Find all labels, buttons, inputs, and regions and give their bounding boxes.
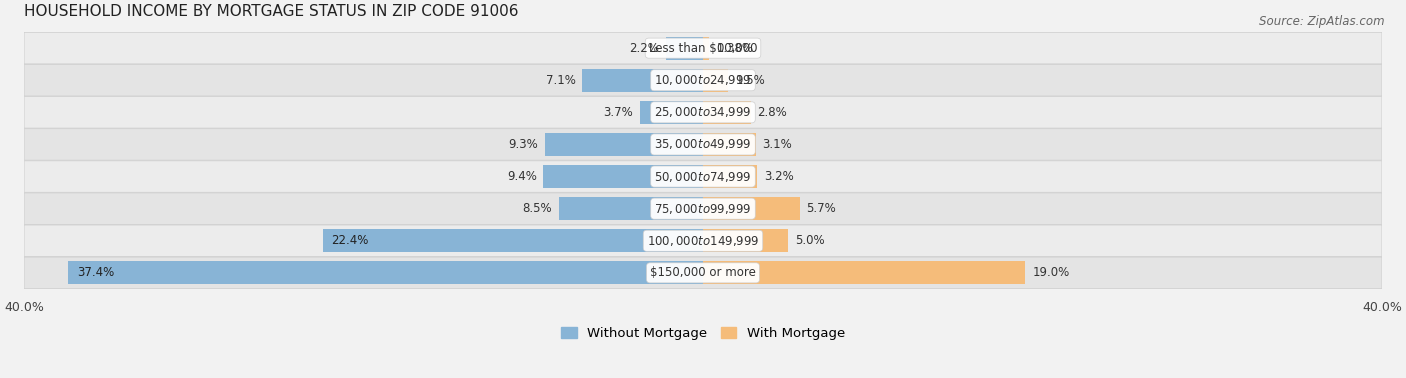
FancyBboxPatch shape (24, 65, 1382, 96)
Bar (703, 197, 800, 220)
Text: $50,000 to $74,999: $50,000 to $74,999 (654, 170, 752, 184)
Bar (323, 229, 703, 252)
Text: HOUSEHOLD INCOME BY MORTGAGE STATUS IN ZIP CODE 91006: HOUSEHOLD INCOME BY MORTGAGE STATUS IN Z… (24, 4, 519, 19)
Text: 3.7%: 3.7% (603, 106, 634, 119)
Bar (703, 69, 728, 92)
Bar (582, 69, 703, 92)
Bar (703, 229, 787, 252)
Bar (665, 37, 703, 60)
FancyBboxPatch shape (24, 97, 1382, 128)
Text: 2.8%: 2.8% (758, 106, 787, 119)
Text: 1.5%: 1.5% (735, 74, 765, 87)
Legend: Without Mortgage, With Mortgage: Without Mortgage, With Mortgage (555, 322, 851, 346)
Text: 7.1%: 7.1% (546, 74, 575, 87)
Text: $150,000 or more: $150,000 or more (650, 266, 756, 279)
Text: 8.5%: 8.5% (522, 202, 553, 215)
Text: Less than $10,000: Less than $10,000 (648, 42, 758, 55)
Bar (640, 101, 703, 124)
Text: 5.0%: 5.0% (794, 234, 824, 247)
Bar (703, 101, 751, 124)
Text: $35,000 to $49,999: $35,000 to $49,999 (654, 138, 752, 152)
FancyBboxPatch shape (24, 33, 1382, 64)
Text: Source: ZipAtlas.com: Source: ZipAtlas.com (1260, 15, 1385, 28)
Text: 22.4%: 22.4% (332, 234, 368, 247)
Text: $25,000 to $34,999: $25,000 to $34,999 (654, 105, 752, 119)
Text: 9.3%: 9.3% (509, 138, 538, 151)
Text: 5.7%: 5.7% (807, 202, 837, 215)
Text: 3.2%: 3.2% (763, 170, 794, 183)
FancyBboxPatch shape (24, 129, 1382, 160)
Bar (703, 133, 755, 156)
Text: 3.1%: 3.1% (762, 138, 792, 151)
Bar (703, 37, 710, 60)
Bar (544, 165, 703, 188)
Bar (558, 197, 703, 220)
Bar (69, 261, 703, 284)
FancyBboxPatch shape (24, 257, 1382, 288)
FancyBboxPatch shape (24, 193, 1382, 225)
Bar (703, 165, 758, 188)
Text: 19.0%: 19.0% (1032, 266, 1070, 279)
Text: $10,000 to $24,999: $10,000 to $24,999 (654, 73, 752, 87)
Text: 9.4%: 9.4% (506, 170, 537, 183)
Bar (546, 133, 703, 156)
Text: 37.4%: 37.4% (77, 266, 114, 279)
Text: 0.38%: 0.38% (716, 42, 754, 55)
FancyBboxPatch shape (24, 161, 1382, 192)
Text: 2.2%: 2.2% (628, 42, 659, 55)
Text: $75,000 to $99,999: $75,000 to $99,999 (654, 201, 752, 216)
Text: $100,000 to $149,999: $100,000 to $149,999 (647, 234, 759, 248)
FancyBboxPatch shape (24, 225, 1382, 257)
Bar (703, 261, 1025, 284)
